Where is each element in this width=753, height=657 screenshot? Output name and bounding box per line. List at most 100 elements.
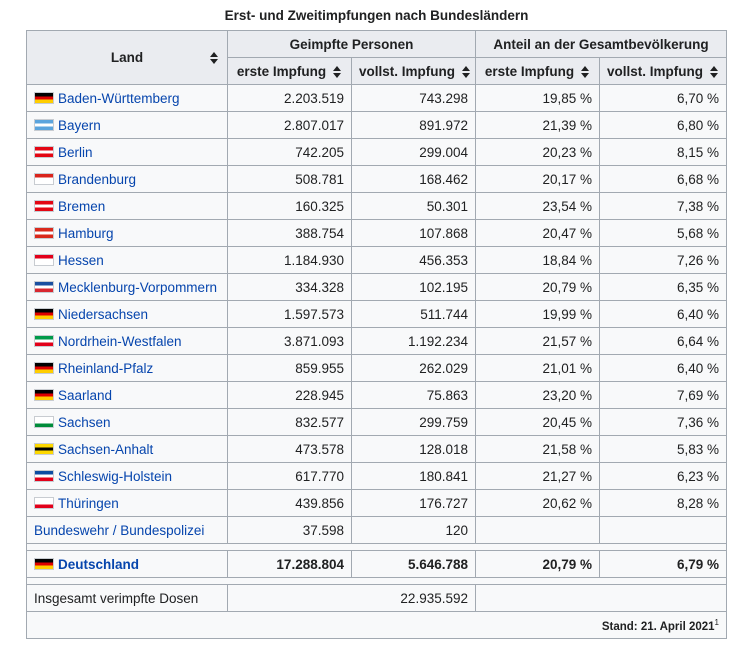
header-geimpfte-personen: Geimpfte Personen (227, 30, 476, 58)
cell-erste-pct: 20,79 % (475, 550, 600, 578)
header-erste-impfung[interactable]: erste Impfung (227, 57, 352, 85)
cell-erste-pct: 21,58 % (475, 435, 600, 463)
table-row: Brandenburg 508.781 168.462 20,17 % 6,68 % (26, 165, 727, 193)
cell-erste: 228.945 (227, 381, 352, 409)
state-link[interactable]: Baden-Württemberg (58, 90, 180, 106)
cell-vollst-pct: 6,23 % (599, 462, 727, 490)
table-row-footer: Stand: 21. April 20211 (26, 611, 727, 639)
cell-empty (475, 516, 600, 544)
header-land[interactable]: Land (26, 30, 228, 85)
table-row: Sachsen-Anhalt 473.578 128.018 21,58 % 5,83 … (26, 435, 727, 463)
cell-erste: 37.598 (227, 516, 352, 544)
table-row: Hamburg 388.754 107.868 20,47 % 5,68 % (26, 219, 727, 247)
cell-erste: 388.754 (227, 219, 352, 247)
cell-vollst: 176.727 (351, 489, 476, 517)
reference-link[interactable]: 1 (714, 617, 719, 627)
state-link[interactable]: Schleswig-Holstein (58, 468, 173, 484)
dosen-label: Insgesamt verimpfte Dosen (26, 584, 228, 612)
table-row: Rheinland-Pfalz 859.955 262.029 21,01 % 6,40… (26, 354, 727, 382)
table-row: Bayern 2.807.017 891.972 21,39 % 6,80 % (26, 111, 727, 139)
cell-erste: 1.597.573 (227, 300, 352, 328)
cell-erste: 160.325 (227, 192, 352, 220)
cell-empty (599, 516, 727, 544)
cell-empty (475, 584, 727, 612)
cell-vollst-pct: 5,83 % (599, 435, 727, 463)
cell-vollst-pct: 7,69 % (599, 381, 727, 409)
state-link[interactable]: Thüringen (58, 495, 119, 511)
table-row: Berlin 742.205 299.004 20,23 % 8,15 % (26, 138, 727, 166)
state-flag-icon (34, 199, 54, 212)
table-caption: Erst- und Zweitimpfungen nach Bundesländ… (224, 8, 529, 23)
cell-erste-pct: 19,99 % (475, 300, 600, 328)
cell-erste: 742.205 (227, 138, 352, 166)
cell-vollst: 50.301 (351, 192, 476, 220)
state-link[interactable]: Hessen (58, 252, 104, 268)
state-flag-icon (34, 253, 54, 266)
cell-erste: 2.203.519 (227, 84, 352, 112)
table-row-dosen: Insgesamt verimpfte Dosen 22.935.592 (26, 584, 727, 612)
header-erste-impfung-pct[interactable]: erste Impfung (475, 57, 600, 85)
cell-vollst: 262.029 (351, 354, 476, 382)
cell-vollst-pct: 7,26 % (599, 246, 727, 274)
state-link-deutschland[interactable]: Deutschland (58, 556, 140, 572)
cell-vollst-pct: 6,35 % (599, 273, 727, 301)
state-flag-icon (34, 145, 54, 158)
cell-vollst: 120 (351, 516, 476, 544)
cell-vollst-pct: 6,70 % (599, 84, 727, 112)
cell-erste-pct: 21,01 % (475, 354, 600, 382)
cell-erste: 832.577 (227, 408, 352, 436)
cell-vollst: 128.018 (351, 435, 476, 463)
state-link[interactable]: Bremen (58, 198, 106, 214)
cell-vollst-pct: 6,40 % (599, 354, 727, 382)
state-link[interactable]: Sachsen-Anhalt (58, 441, 154, 457)
stand-text: Stand: 21. April 2021 (601, 620, 715, 633)
header-vollst-impfung[interactable]: vollst. Impfung (351, 57, 476, 85)
state-link[interactable]: Saarland (58, 387, 113, 403)
state-link[interactable]: Mecklenburg-Vorpommern (58, 279, 218, 295)
header-vollst-impfung-pct[interactable]: vollst. Impfung (599, 57, 727, 85)
cell-erste: 334.328 (227, 273, 352, 301)
state-flag-icon (34, 415, 54, 428)
sort-icon[interactable] (332, 65, 342, 78)
state-link[interactable]: Niedersachsen (58, 306, 149, 322)
state-flag-icon (34, 496, 54, 509)
cell-vollst: 456.353 (351, 246, 476, 274)
state-link[interactable]: Sachsen (58, 414, 111, 430)
state-link[interactable]: Nordrhein-Westfalen (58, 333, 182, 349)
state-link[interactable]: Brandenburg (58, 171, 137, 187)
cell-erste: 439.856 (227, 489, 352, 517)
state-link[interactable]: Berlin (58, 144, 93, 160)
table-row: Sachsen 832.577 299.759 20,45 % 7,36 % (26, 408, 727, 436)
table-row: Nordrhein-Westfalen 3.871.093 1.192.234 21,… (26, 327, 727, 355)
sort-icon[interactable] (580, 65, 590, 78)
table-row: Hessen 1.184.930 456.353 18,84 % 7,26 % (26, 246, 727, 274)
state-flag-icon (34, 118, 54, 131)
cell-erste: 17.288.804 (227, 550, 352, 578)
table-row-bundeswehr: Bundeswehr / Bundespolizei 37.598 120 (26, 516, 727, 544)
state-link[interactable]: Bayern (58, 117, 101, 133)
vaccination-table: Land Geimpfte Personen Anteil an der Ges… (26, 30, 727, 639)
cell-erste: 859.955 (227, 354, 352, 382)
state-link[interactable]: Rheinland-Pfalz (58, 360, 154, 376)
spacer-row (26, 543, 727, 551)
cell-erste-pct: 23,20 % (475, 381, 600, 409)
dosen-value: 22.935.592 (227, 584, 476, 612)
cell-erste: 3.871.093 (227, 327, 352, 355)
cell-erste-pct: 20,23 % (475, 138, 600, 166)
cell-erste-pct: 21,57 % (475, 327, 600, 355)
table-row: Thüringen 439.856 176.727 20,62 % 8,28 % (26, 489, 727, 517)
state-link[interactable]: Bundeswehr / Bundespolizei (34, 522, 205, 538)
cell-vollst-pct: 5,68 % (599, 219, 727, 247)
cell-vollst: 5.646.788 (351, 550, 476, 578)
sort-icon[interactable] (209, 51, 219, 64)
cell-erste-pct: 20,79 % (475, 273, 600, 301)
cell-vollst: 511.744 (351, 300, 476, 328)
state-flag-icon (34, 361, 54, 374)
stand-footer: Stand: 21. April 20211 (26, 611, 727, 639)
table-row: Bremen 160.325 50.301 23,54 % 7,38 % (26, 192, 727, 220)
sort-icon[interactable] (461, 65, 471, 78)
sort-icon[interactable] (709, 65, 719, 78)
state-link[interactable]: Hamburg (58, 225, 114, 241)
cell-erste: 473.578 (227, 435, 352, 463)
state-flag-icon (34, 442, 54, 455)
